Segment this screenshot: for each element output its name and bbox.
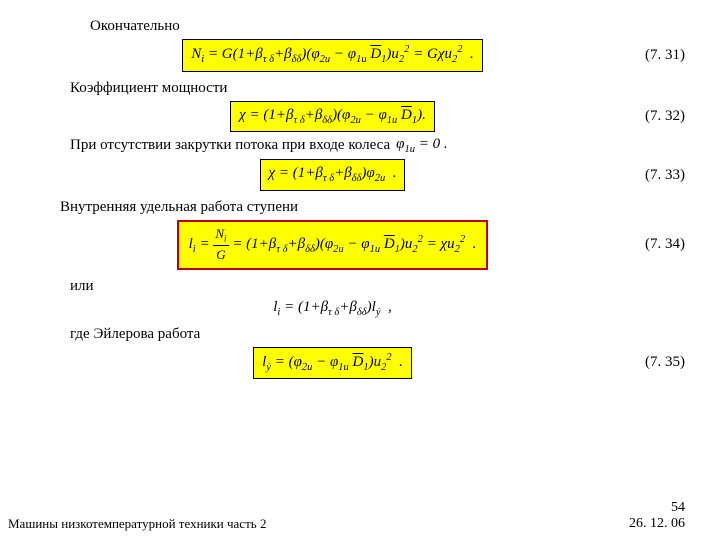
- equation-row-735: lý = (φ2u − φ1u D1)u22 . (7. 35): [35, 347, 685, 380]
- footer-pagenum: 54: [629, 500, 685, 516]
- equation-row-733: χ = (1+βτ δ+βδδ)φ2u . (7. 33): [35, 159, 685, 191]
- equation-row-732: χ = (1+βτ δ+βδδ)(φ2u − φ1u D1). (7. 32): [35, 101, 685, 133]
- footer-meta: 54 26. 12. 06: [629, 500, 685, 532]
- eqnum-732: (7. 32): [630, 108, 685, 125]
- text-no-swirl: При отсутствии закрутки потока при входе…: [70, 137, 390, 154]
- equation-row-731: Ni = G(1+βτ δ+βδδ)(φ2u − φ1u D1)u22 = Gχ…: [35, 39, 685, 72]
- eqnum-734: (7. 34): [630, 236, 685, 253]
- eqnum-735: (7. 35): [630, 354, 685, 371]
- formula-733: χ = (1+βτ δ+βδδ)φ2u .: [260, 159, 406, 191]
- formula-734: li = NiG = (1+βτ δ+βδδ)(φ2u − φ1u D1)u22…: [177, 220, 489, 270]
- text-power-coef: Коэффициент мощности: [70, 80, 685, 97]
- formula-731: Ni = G(1+βτ δ+βδδ)(φ2u − φ1u D1)u22 = Gχ…: [182, 39, 482, 72]
- text-finally: Окончательно: [90, 18, 685, 35]
- formula-732: χ = (1+βτ δ+βδδ)(φ2u − φ1u D1).: [230, 101, 435, 133]
- eqnum-731: (7. 31): [630, 47, 685, 64]
- text-or: или: [70, 278, 685, 295]
- footer-title: Машины низкотемпературной техники часть …: [8, 516, 266, 532]
- formula-phi1u-zero: φ1u = 0 .: [396, 136, 447, 155]
- text-internal-work: Внутренняя удельная работа ступени: [60, 199, 685, 216]
- equation-row-f5: li = (1+βτ δ+βδδ)lý ,: [35, 299, 685, 318]
- formula-735: lý = (φ2u − φ1u D1)u22 .: [253, 347, 412, 380]
- equation-row-734: li = NiG = (1+βτ δ+βδδ)(φ2u − φ1u D1)u22…: [35, 220, 685, 270]
- formula-li-ly: li = (1+βτ δ+βδδ)lý ,: [273, 299, 392, 318]
- footer-date: 26. 12. 06: [629, 516, 685, 532]
- text-euler-work: где Эйлерова работа: [70, 326, 685, 343]
- eqnum-733: (7. 33): [630, 167, 685, 184]
